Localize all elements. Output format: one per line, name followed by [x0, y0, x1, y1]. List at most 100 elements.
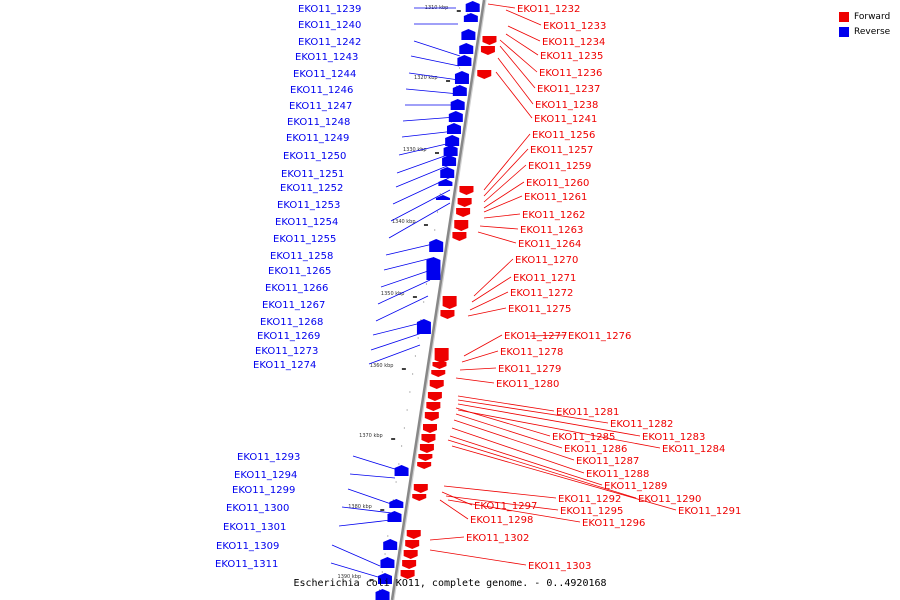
gene-label[interactable]: EKO11_1289: [604, 481, 667, 492]
gene-label[interactable]: EKO11_1284: [662, 444, 725, 455]
forward-gene-feature[interactable]: [412, 494, 427, 501]
gene-label[interactable]: EKO11_1234: [542, 37, 605, 48]
gene-label[interactable]: EKO11_1251: [281, 169, 344, 180]
gene-label[interactable]: EKO11_1295: [560, 506, 623, 517]
forward-gene-feature[interactable]: [403, 550, 418, 559]
forward-gene-feature[interactable]: [434, 348, 449, 363]
forward-gene-feature[interactable]: [482, 36, 497, 45]
gene-label[interactable]: EKO11_1235: [540, 51, 603, 62]
forward-gene-feature[interactable]: [424, 412, 439, 421]
forward-gene-feature[interactable]: [452, 232, 467, 241]
gene-label[interactable]: EKO11_1277: [504, 331, 567, 342]
gene-label[interactable]: EKO11_1233: [543, 21, 606, 32]
forward-gene-feature[interactable]: [402, 560, 417, 569]
gene-label[interactable]: EKO11_1300: [226, 503, 289, 514]
gene-label[interactable]: EKO11_1273: [255, 346, 318, 357]
reverse-gene-feature[interactable]: [448, 111, 463, 122]
gene-label[interactable]: EKO11_1285: [552, 432, 615, 443]
gene-label[interactable]: EKO11_1239: [298, 4, 361, 15]
forward-gene-feature[interactable]: [454, 220, 469, 231]
gene-label[interactable]: EKO11_1237: [537, 84, 600, 95]
forward-gene-feature[interactable]: [426, 402, 441, 411]
gene-label[interactable]: EKO11_1292: [558, 494, 621, 505]
forward-gene-feature[interactable]: [440, 310, 455, 319]
gene-label[interactable]: EKO11_1265: [268, 266, 331, 277]
gene-label[interactable]: EKO11_1283: [642, 432, 705, 443]
gene-label[interactable]: EKO11_1249: [286, 133, 349, 144]
gene-label[interactable]: EKO11_1288: [586, 469, 649, 480]
reverse-gene-feature[interactable]: [440, 167, 455, 178]
gene-label[interactable]: EKO11_1270: [515, 255, 578, 266]
gene-label[interactable]: EKO11_1275: [508, 304, 571, 315]
gene-label[interactable]: EKO11_1238: [535, 100, 598, 111]
forward-gene-feature[interactable]: [427, 392, 442, 401]
forward-gene-feature[interactable]: [429, 380, 444, 389]
gene-label[interactable]: EKO11_1282: [610, 419, 673, 430]
gene-label[interactable]: EKO11_1243: [295, 52, 358, 63]
gene-label[interactable]: EKO11_1236: [539, 68, 602, 79]
reverse-gene-feature[interactable]: [457, 55, 472, 66]
reverse-gene-feature[interactable]: [429, 239, 444, 252]
reverse-gene-feature[interactable]: [394, 465, 409, 476]
gene-label[interactable]: EKO11_1302: [466, 533, 529, 544]
gene-label[interactable]: EKO11_1255: [273, 234, 336, 245]
reverse-gene-feature[interactable]: [426, 257, 441, 280]
gene-label[interactable]: EKO11_1266: [265, 283, 328, 294]
reverse-gene-feature[interactable]: [442, 155, 457, 166]
gene-label[interactable]: EKO11_1278: [500, 347, 563, 358]
forward-gene-feature[interactable]: [456, 208, 471, 217]
gene-label[interactable]: EKO11_1240: [298, 20, 361, 31]
forward-gene-feature[interactable]: [405, 540, 420, 549]
reverse-gene-feature[interactable]: [465, 1, 480, 12]
gene-label[interactable]: EKO11_1309: [216, 541, 279, 552]
gene-label[interactable]: EKO11_1274: [253, 360, 316, 371]
reverse-gene-feature[interactable]: [454, 71, 469, 84]
gene-label[interactable]: EKO11_1250: [283, 151, 346, 162]
gene-label[interactable]: EKO11_1297: [474, 501, 537, 512]
reverse-gene-feature[interactable]: [389, 499, 404, 508]
gene-label[interactable]: EKO11_1299: [232, 485, 295, 496]
reverse-gene-feature[interactable]: [446, 123, 461, 134]
reverse-gene-feature[interactable]: [375, 589, 390, 600]
reverse-gene-feature[interactable]: [463, 13, 478, 22]
gene-label[interactable]: EKO11_1246: [290, 85, 353, 96]
gene-label[interactable]: EKO11_1311: [215, 559, 278, 570]
gene-label[interactable]: EKO11_1298: [470, 515, 533, 526]
gene-label[interactable]: EKO11_1247: [289, 101, 352, 112]
gene-label[interactable]: EKO11_1301: [223, 522, 286, 533]
gene-label[interactable]: EKO11_1252: [280, 183, 343, 194]
forward-gene-feature[interactable]: [418, 454, 433, 461]
gene-label[interactable]: EKO11_1259: [528, 161, 591, 172]
forward-gene-feature[interactable]: [432, 362, 447, 369]
reverse-gene-feature[interactable]: [435, 195, 450, 200]
gene-label[interactable]: EKO11_1258: [270, 251, 333, 262]
gene-label[interactable]: EKO11_1286: [564, 444, 627, 455]
forward-gene-feature[interactable]: [459, 186, 474, 195]
forward-gene-feature[interactable]: [442, 296, 457, 309]
forward-gene-feature[interactable]: [431, 370, 446, 377]
gene-label[interactable]: EKO11_1260: [526, 178, 589, 189]
gene-label[interactable]: EKO11_1262: [522, 210, 585, 221]
forward-gene-feature[interactable]: [477, 70, 492, 79]
gene-label[interactable]: EKO11_1269: [257, 331, 320, 342]
reverse-gene-feature[interactable]: [450, 99, 465, 110]
gene-label[interactable]: EKO11_1291: [678, 506, 741, 517]
forward-gene-feature[interactable]: [421, 434, 436, 443]
legend-reverse[interactable]: Reverse: [839, 24, 890, 39]
gene-label[interactable]: EKO11_1242: [298, 37, 361, 48]
gene-label[interactable]: EKO11_1267: [262, 300, 325, 311]
gene-label[interactable]: EKO11_1241: [534, 114, 597, 125]
reverse-gene-feature[interactable]: [438, 179, 453, 186]
reverse-gene-feature[interactable]: [452, 85, 467, 96]
gene-label[interactable]: EKO11_1293: [237, 452, 300, 463]
forward-gene-feature[interactable]: [480, 46, 495, 55]
gene-label[interactable]: EKO11_1253: [277, 200, 340, 211]
gene-label[interactable]: EKO11_1254: [275, 217, 338, 228]
forward-gene-feature[interactable]: [457, 198, 472, 207]
gene-label[interactable]: EKO11_1294: [234, 470, 297, 481]
gene-label[interactable]: EKO11_1290: [638, 494, 701, 505]
legend-forward[interactable]: Forward: [839, 9, 890, 24]
reverse-gene-feature[interactable]: [445, 135, 460, 146]
gene-label[interactable]: EKO11_1257: [530, 145, 593, 156]
